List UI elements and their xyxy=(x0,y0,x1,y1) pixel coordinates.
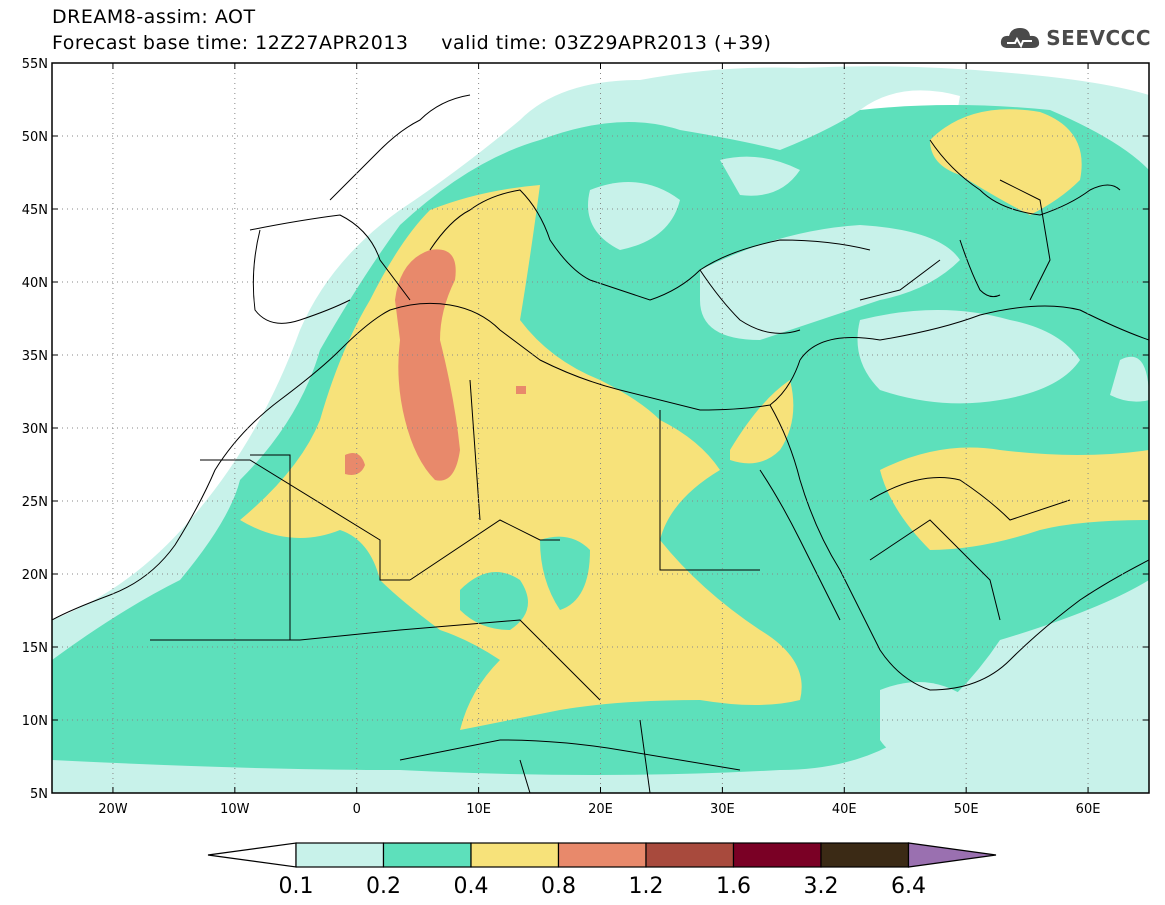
colorbar-label: 0.8 xyxy=(541,874,576,899)
colorbar-label: 0.1 xyxy=(279,874,314,899)
colorbar-label: 1.6 xyxy=(716,874,751,899)
colorbar-label: 3.2 xyxy=(804,874,839,899)
colorbar-label: 0.2 xyxy=(366,874,401,899)
colorbar-bin xyxy=(382,842,472,868)
graticule xyxy=(52,63,1149,793)
aot-contour-0.8 xyxy=(395,249,460,481)
colorbar-bin xyxy=(557,842,647,868)
lat-label: 50N xyxy=(22,130,48,145)
latitude-labels: 55N 50N 45N 40N 35N 30N 25N 20N 15N 10N 5N xyxy=(22,57,48,802)
lon-label: 10E xyxy=(466,802,491,817)
lat-label: 5N xyxy=(30,787,48,802)
aot-contour-0.4 xyxy=(240,185,802,730)
lat-label: 15N xyxy=(22,641,48,656)
lat-label: 25N xyxy=(22,495,48,510)
brand-logo: SEEVCCC xyxy=(998,24,1151,52)
lat-label: 10N xyxy=(22,714,48,729)
brand-name: SEEVCCC xyxy=(1046,26,1151,50)
colorbar-under-triangle xyxy=(207,842,297,868)
lon-label: 0 xyxy=(353,802,361,817)
colorbar: 0.1 0.2 0.4 0.8 1.2 1.6 3.2 6.4 xyxy=(207,842,997,899)
colorbar-label: 6.4 xyxy=(891,874,926,899)
lat-label: 40N xyxy=(22,276,48,291)
lon-label: 20E xyxy=(588,802,613,817)
lat-label: 45N xyxy=(22,203,48,218)
colorbar-bin xyxy=(732,842,822,868)
lon-label: 30E xyxy=(710,802,735,817)
colorbar-over-triangle xyxy=(907,842,997,868)
colorbar-bin xyxy=(295,842,385,868)
colorbar-label: 1.2 xyxy=(629,874,664,899)
lon-label: 10W xyxy=(220,802,250,817)
product-title: DREAM8-assim: AOT xyxy=(52,6,256,28)
longitude-labels: 20W 10W 0 10E 20E 30E 40E 50E 60E xyxy=(98,802,1100,817)
colorbar-bin xyxy=(470,842,560,868)
colorbar-label: 0.4 xyxy=(454,874,489,899)
lon-label: 60E xyxy=(1076,802,1101,817)
lon-label: 20W xyxy=(98,802,128,817)
forecast-times: Forecast base time: 12Z27APR2013 valid t… xyxy=(52,32,772,54)
colorbar-bin xyxy=(820,842,910,868)
lon-label: 50E xyxy=(954,802,979,817)
axis-ticks xyxy=(52,62,1149,794)
lat-label: 20N xyxy=(22,568,48,583)
lat-label: 30N xyxy=(22,422,48,437)
lon-label: 40E xyxy=(832,802,857,817)
cloud-logo-icon xyxy=(1001,28,1040,49)
coastlines xyxy=(52,94,1149,793)
lat-label: 35N xyxy=(22,349,48,364)
lat-label: 55N xyxy=(22,57,48,72)
colorbar-bin xyxy=(645,842,735,868)
